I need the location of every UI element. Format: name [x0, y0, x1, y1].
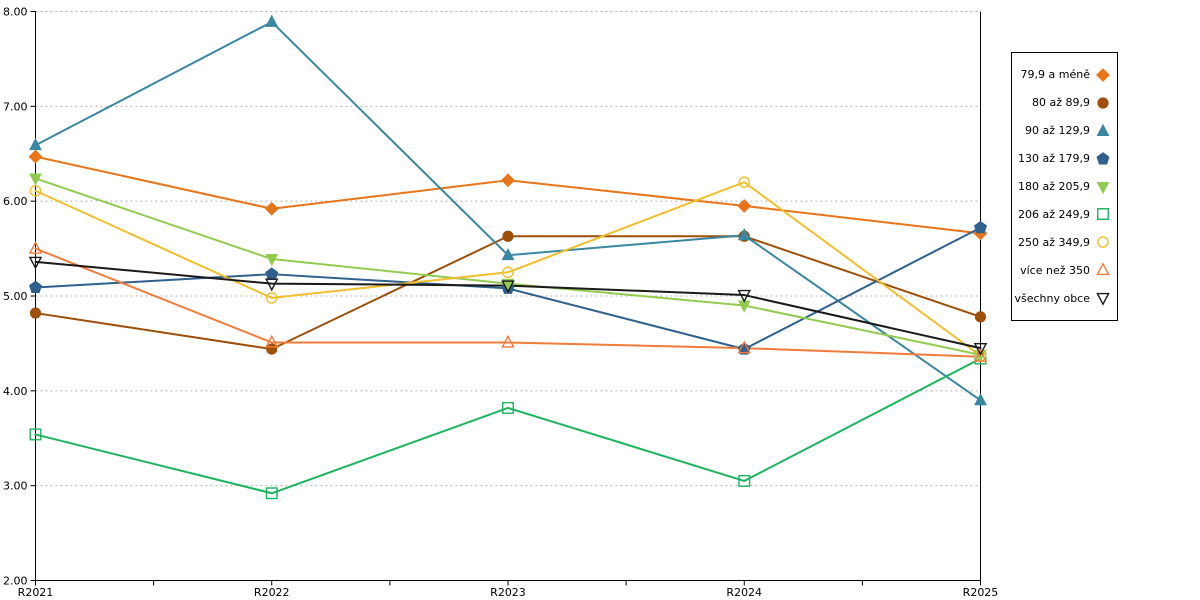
legend-item-0: 79,9 a méně [1016, 61, 1111, 89]
legend-item-1: 80 až 89,9 [1016, 89, 1111, 117]
legend-item-7: více než 350 [1016, 256, 1111, 284]
circle-marker-icon [1097, 236, 1109, 249]
diamond-marker-icon [28, 149, 43, 164]
legend-item-label: 250 až 349,9 [1018, 235, 1090, 249]
legend-item-label: 79,9 a méně [1020, 68, 1090, 82]
legend-item-label: 206 až 249,9 [1018, 207, 1090, 221]
legend-marker-triangle-down [1096, 181, 1110, 194]
circle-marker-icon [738, 176, 751, 188]
diamond-marker-icon [1096, 68, 1110, 82]
axes [30, 11, 981, 586]
diamond-marker-icon [737, 199, 752, 213]
legend-item-3: 130 až 179,9 [1016, 145, 1111, 173]
series-line-2 [34, 20, 982, 402]
legend-item-label: více než 350 [1020, 263, 1090, 277]
triangle-down-marker-icon [737, 289, 751, 303]
legend-item-2: 90 až 129,9 [1016, 117, 1111, 145]
legend-marker-triangle-up [1096, 123, 1110, 136]
legend-item-label: 130 až 179,9 [1018, 152, 1090, 166]
circle-marker-icon [1097, 97, 1109, 109]
triangle-up-marker-icon [501, 247, 515, 261]
y-axis-label: 8.00 [3, 6, 28, 19]
triangle-up-marker-icon [265, 334, 279, 348]
triangle-up-marker-icon [737, 340, 751, 354]
x-axis-label: R2022 [254, 586, 290, 599]
pentagon-marker-icon [737, 342, 751, 355]
triangle-down-marker-icon [973, 342, 988, 356]
legend-marker-triangle-up [1096, 262, 1110, 276]
circle-marker-icon [29, 184, 42, 197]
series-group [28, 14, 988, 500]
square-marker-icon [1097, 208, 1109, 221]
triangle-up-marker-icon [265, 14, 279, 27]
circle-marker-icon [29, 307, 42, 319]
triangle-down-marker-icon [1096, 292, 1110, 306]
x-axis-label: R2024 [726, 586, 762, 599]
square-marker-icon [29, 428, 42, 441]
triangle-down-marker-icon [265, 254, 279, 267]
circle-marker-icon [502, 230, 514, 242]
pentagon-marker-icon [974, 220, 987, 234]
legend-item-label: 90 až 129,9 [1025, 124, 1090, 138]
y-axis-label: 6.00 [3, 195, 28, 208]
triangle-down-marker-icon [265, 278, 279, 292]
y-axis-label: 3.00 [3, 480, 28, 493]
circle-marker-icon [974, 311, 987, 323]
circle-marker-icon [265, 292, 278, 304]
legend-item-label: 80 až 89,9 [1032, 96, 1090, 110]
x-axis-label: R2021 [18, 586, 54, 599]
circle-marker-icon [502, 266, 514, 279]
series-line-5 [34, 357, 982, 495]
pentagon-marker-icon [265, 267, 279, 280]
triangle-up-marker-icon [1096, 123, 1110, 136]
triangle-up-marker-icon [974, 393, 987, 406]
axis-labels: 2.00 3.00 4.00 5.00 6.00 7.00 8.00 R2021 R2022 R2… [3, 6, 998, 600]
legend-marker-circle [1097, 97, 1109, 109]
triangle-up-marker-icon [1096, 262, 1110, 276]
legend-marker-diamond [1096, 68, 1110, 82]
legend-marker-triangle-down [1096, 292, 1110, 306]
legend-item-8: všechny obce [1014, 284, 1111, 312]
square-marker-icon [738, 474, 751, 487]
triangle-down-marker-icon [1096, 181, 1110, 194]
legend-item-6: 250 až 349,9 [1016, 228, 1111, 256]
diamond-marker-icon [501, 173, 515, 188]
pentagon-marker-icon [29, 280, 42, 293]
triangle-up-marker-icon [973, 348, 988, 362]
diamond-marker-icon [264, 201, 279, 216]
x-axis-label: R2023 [490, 586, 526, 599]
legend-item-4: 180 až 205,9 [1016, 173, 1111, 201]
y-axis-label: 5.00 [3, 290, 28, 303]
series-line-6 [34, 181, 982, 357]
legend-item-label: všechny obce [1014, 291, 1090, 305]
triangle-up-marker-icon [28, 240, 43, 254]
legend-marker-square [1097, 208, 1109, 221]
triangle-down-marker-icon [29, 173, 42, 186]
legend-item-label: 180 až 205,9 [1018, 180, 1090, 193]
triangle-up-marker-icon [501, 334, 515, 348]
circle-marker-icon [266, 343, 278, 355]
x-axis-label: R2025 [963, 586, 999, 599]
square-marker-icon [502, 401, 514, 414]
triangle-down-marker-icon [501, 278, 515, 291]
pentagon-marker-icon [1096, 151, 1110, 165]
triangle-up-marker-icon [29, 137, 42, 151]
y-axis-label: 7.00 [3, 100, 28, 113]
series-line-7 [34, 247, 982, 358]
triangle-up-marker-icon [737, 228, 751, 241]
legend-marker-pentagon [1096, 151, 1110, 165]
legend: 79,9 a méně 80 až 89,9 90 až 129,9 130 až 1… [1011, 52, 1118, 321]
legend-marker-circle [1097, 236, 1109, 249]
legend-item-5: 206 až 249,9 [1016, 200, 1111, 228]
y-axis-label: 2.00 [3, 575, 28, 588]
series-line-0 [34, 155, 982, 235]
y-axis-label: 4.00 [3, 385, 28, 398]
triangle-down-marker-icon [28, 256, 43, 270]
square-marker-icon [265, 487, 278, 500]
triangle-down-marker-icon [501, 280, 515, 294]
